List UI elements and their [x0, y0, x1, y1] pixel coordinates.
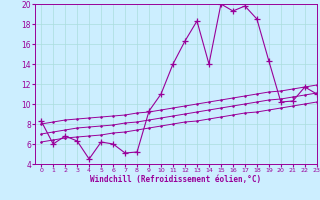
X-axis label: Windchill (Refroidissement éolien,°C): Windchill (Refroidissement éolien,°C) [91, 175, 261, 184]
